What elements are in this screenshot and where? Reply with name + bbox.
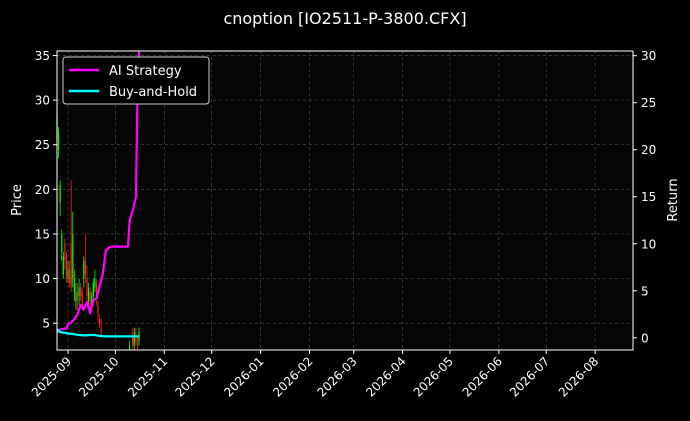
candle-body <box>83 260 85 279</box>
candle <box>59 180 61 217</box>
candle-body <box>67 269 69 279</box>
y-tick-label-right: 10 <box>641 237 656 251</box>
candle <box>80 283 82 301</box>
candle <box>95 278 98 306</box>
candle-body <box>65 256 68 279</box>
candle-body <box>75 291 77 301</box>
y-tick-label-right: 0 <box>641 331 649 345</box>
candle <box>70 180 72 292</box>
legend-label-ai-strategy: AI Strategy <box>109 64 182 79</box>
candle-body <box>99 318 101 324</box>
legend: AI Strategy Buy-and-Hold <box>62 56 210 105</box>
candle-body <box>128 345 131 350</box>
candle <box>67 260 69 284</box>
y-axis-left-label: Price <box>10 184 25 216</box>
y-axis-left: 5 10 15 20 25 30 35 <box>35 49 57 331</box>
candle-body <box>89 291 91 306</box>
candle-body <box>84 260 87 275</box>
candle-body <box>73 278 75 292</box>
y-tick-label-left: 5 <box>42 317 50 331</box>
y-tick-label-right: 30 <box>641 49 656 63</box>
candle-body <box>80 287 82 297</box>
candle <box>62 251 64 279</box>
candle-body <box>76 291 79 301</box>
candle <box>78 278 80 306</box>
candle-body <box>62 256 64 275</box>
y-tick-label-left: 35 <box>35 49 50 63</box>
plot-frame <box>56 50 634 351</box>
candle <box>61 229 63 261</box>
candle-body <box>64 242 66 261</box>
candle-body <box>81 291 83 306</box>
y-tick-label-left: 30 <box>35 94 50 108</box>
candle-body <box>86 278 88 297</box>
candle-body <box>87 287 90 301</box>
y-tick-label-right: 5 <box>641 284 649 298</box>
candle-body <box>72 233 74 279</box>
candle-body <box>57 131 60 150</box>
candle <box>97 300 99 324</box>
candle <box>128 341 131 350</box>
candle <box>100 318 102 337</box>
y-axis-right: 0 5 10 15 20 25 30 <box>633 49 656 345</box>
grid <box>57 51 633 350</box>
candle-body <box>59 184 61 203</box>
candle <box>64 238 66 270</box>
y-tick-label-left: 15 <box>35 227 50 241</box>
y-tick-label-right: 20 <box>641 143 656 157</box>
candle-body <box>94 278 96 288</box>
candle-body <box>69 269 71 284</box>
y-tick-label-left: 25 <box>35 138 50 152</box>
candle-body <box>70 242 72 288</box>
candle <box>75 283 77 310</box>
candle-body <box>136 341 139 346</box>
candle-body <box>78 287 80 297</box>
candle <box>72 211 74 288</box>
y-tick-label-right: 15 <box>641 190 656 204</box>
candle <box>87 283 90 306</box>
candle-body <box>100 327 102 333</box>
line-ai-strategy <box>56 50 141 333</box>
candle <box>76 283 79 310</box>
y-tick-label-right: 25 <box>641 96 656 110</box>
candle <box>132 327 134 350</box>
y-tick-label-left: 10 <box>35 272 50 286</box>
candle <box>94 269 96 292</box>
candle-body <box>91 296 93 306</box>
candle-body <box>132 336 134 346</box>
y-tick-label-left: 20 <box>35 183 50 197</box>
candle-body <box>97 305 99 315</box>
candle <box>57 126 60 159</box>
candle <box>136 336 139 350</box>
y-axis-right-label: Return <box>666 178 681 221</box>
candle <box>83 256 85 288</box>
series-lines <box>56 50 141 338</box>
line-buy-and-hold <box>56 328 140 338</box>
candle <box>73 269 75 301</box>
candle <box>84 233 87 284</box>
candle <box>92 278 94 301</box>
candle-body <box>95 283 98 297</box>
candle <box>65 251 68 284</box>
candle-body <box>133 332 135 346</box>
chart-title: cnoption [IO2511-P-3800.CFX] <box>223 9 466 28</box>
candle <box>99 314 101 328</box>
legend-box <box>62 56 210 105</box>
legend-label-buy-and-hold: Buy-and-Hold <box>109 85 197 100</box>
candle-body <box>61 233 63 252</box>
candle-body <box>92 283 94 297</box>
candle <box>86 265 88 301</box>
candle <box>133 327 135 350</box>
candle <box>69 260 71 288</box>
